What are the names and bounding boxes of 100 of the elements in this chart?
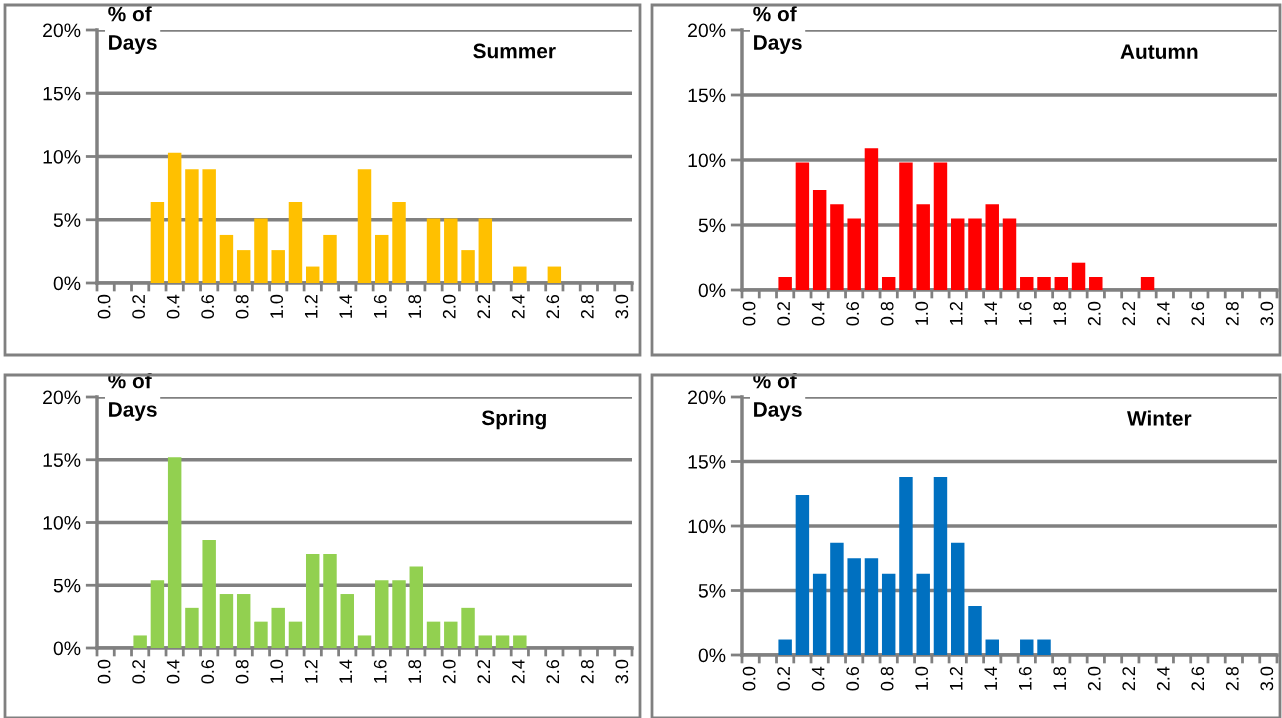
x-tick-label: 2.4 [1156, 301, 1170, 326]
bar [478, 218, 493, 283]
bar [951, 542, 965, 655]
bar [478, 635, 493, 648]
bar [185, 169, 199, 283]
y-tick-label: 10% [43, 515, 81, 530]
x-tick-label: 0.4 [166, 294, 180, 319]
x-tick-label: 1.4 [984, 301, 997, 325]
x-tick-label: 0.0 [97, 294, 111, 319]
y-tick-label: 0% [53, 641, 81, 656]
bar [254, 218, 268, 283]
x-tick-label: 1.0 [915, 301, 929, 325]
y-tick-label: 15% [43, 453, 81, 467]
bar [426, 621, 441, 648]
x-tick-label: 1.4 [339, 294, 352, 318]
y-tick-label: 15% [688, 455, 726, 469]
x-tick-label: 2.6 [546, 659, 560, 684]
x-tick-label: 2.4 [511, 294, 525, 319]
text: Spring [481, 409, 546, 430]
x-tick-label: 0.2 [132, 660, 145, 684]
bar [185, 607, 199, 648]
bar [375, 580, 389, 648]
bar [1071, 262, 1086, 290]
bar [864, 148, 879, 290]
bar [1089, 277, 1103, 290]
bar [812, 189, 827, 290]
bar [1037, 639, 1051, 655]
bar [933, 476, 948, 655]
y-tick-label: 15% [688, 88, 726, 103]
bar [133, 635, 147, 648]
bar [254, 621, 268, 648]
y-tick-label: 5% [698, 218, 726, 233]
x-tick-label: 1.2 [304, 295, 318, 318]
bar [461, 607, 475, 648]
y-tick-label: 5% [53, 213, 81, 227]
x-tick-label: 2.2 [1122, 667, 1135, 691]
bar [202, 540, 216, 648]
x-tick-label: 0.0 [742, 666, 756, 691]
bar [916, 573, 930, 655]
y-tick-label: 20% [688, 23, 726, 38]
y-tick-label: 10% [43, 149, 81, 164]
bar [219, 234, 234, 283]
bar [340, 594, 354, 648]
bar [830, 204, 844, 290]
y-tick-label: 5% [53, 578, 81, 593]
y-tick-label: 0% [698, 283, 726, 298]
bar [795, 162, 810, 290]
bar [1037, 277, 1051, 290]
x-tick-label: 3.0 [615, 659, 629, 684]
bar [933, 162, 948, 290]
bar [150, 580, 165, 648]
x-tick-label: 3.0 [1260, 301, 1274, 326]
bar [288, 621, 303, 648]
y-tick-label: 0% [53, 276, 81, 291]
bar [830, 542, 844, 655]
bar [271, 250, 285, 283]
y-tick-label: 20% [688, 390, 726, 405]
bar [1020, 639, 1034, 655]
x-tick-label: 1.4 [984, 666, 997, 690]
bar [444, 621, 458, 648]
bar [288, 202, 303, 283]
x-tick-label: 1.2 [949, 302, 963, 325]
bar [1020, 277, 1034, 290]
x-tick-label: 0.6 [846, 666, 860, 691]
bar [778, 639, 792, 655]
bar [881, 277, 896, 290]
bar [271, 607, 285, 648]
bar [392, 202, 406, 283]
bar [847, 218, 861, 290]
x-tick-label: 1.6 [373, 659, 387, 683]
x-tick-label: 0.0 [742, 301, 756, 326]
bar [513, 635, 527, 648]
x-tick-label: 1.0 [915, 666, 929, 690]
x-tick-label: 0.6 [201, 659, 215, 684]
bar [306, 266, 320, 283]
text: Winter [1127, 410, 1192, 426]
x-tick-label: 0.6 [846, 301, 860, 326]
bar [202, 169, 216, 283]
x-tick-label: 0.8 [235, 659, 249, 684]
bar [881, 573, 896, 655]
x-tick-label: 0.4 [166, 659, 180, 684]
x-tick-label: 2.0 [442, 294, 456, 319]
x-tick-label: 2.0 [1087, 666, 1101, 691]
bar [916, 204, 930, 290]
bar [306, 553, 320, 648]
x-tick-label: 0.0 [97, 659, 111, 684]
text: Summer [473, 43, 556, 59]
bar [985, 639, 999, 655]
x-tick-label: 3.0 [615, 294, 629, 319]
x-tick-label: 2.8 [580, 659, 594, 684]
bar [236, 594, 251, 648]
bar [951, 218, 965, 290]
bar [968, 218, 982, 290]
x-tick-label: 1.2 [949, 667, 963, 690]
x-tick-label: 2.4 [1156, 666, 1170, 691]
x-tick-label: 3.0 [1260, 666, 1274, 691]
bar [795, 495, 810, 655]
y-axis-title: % of Days [108, 6, 157, 54]
bar [864, 558, 879, 655]
x-tick-label: 0.4 [811, 301, 825, 326]
